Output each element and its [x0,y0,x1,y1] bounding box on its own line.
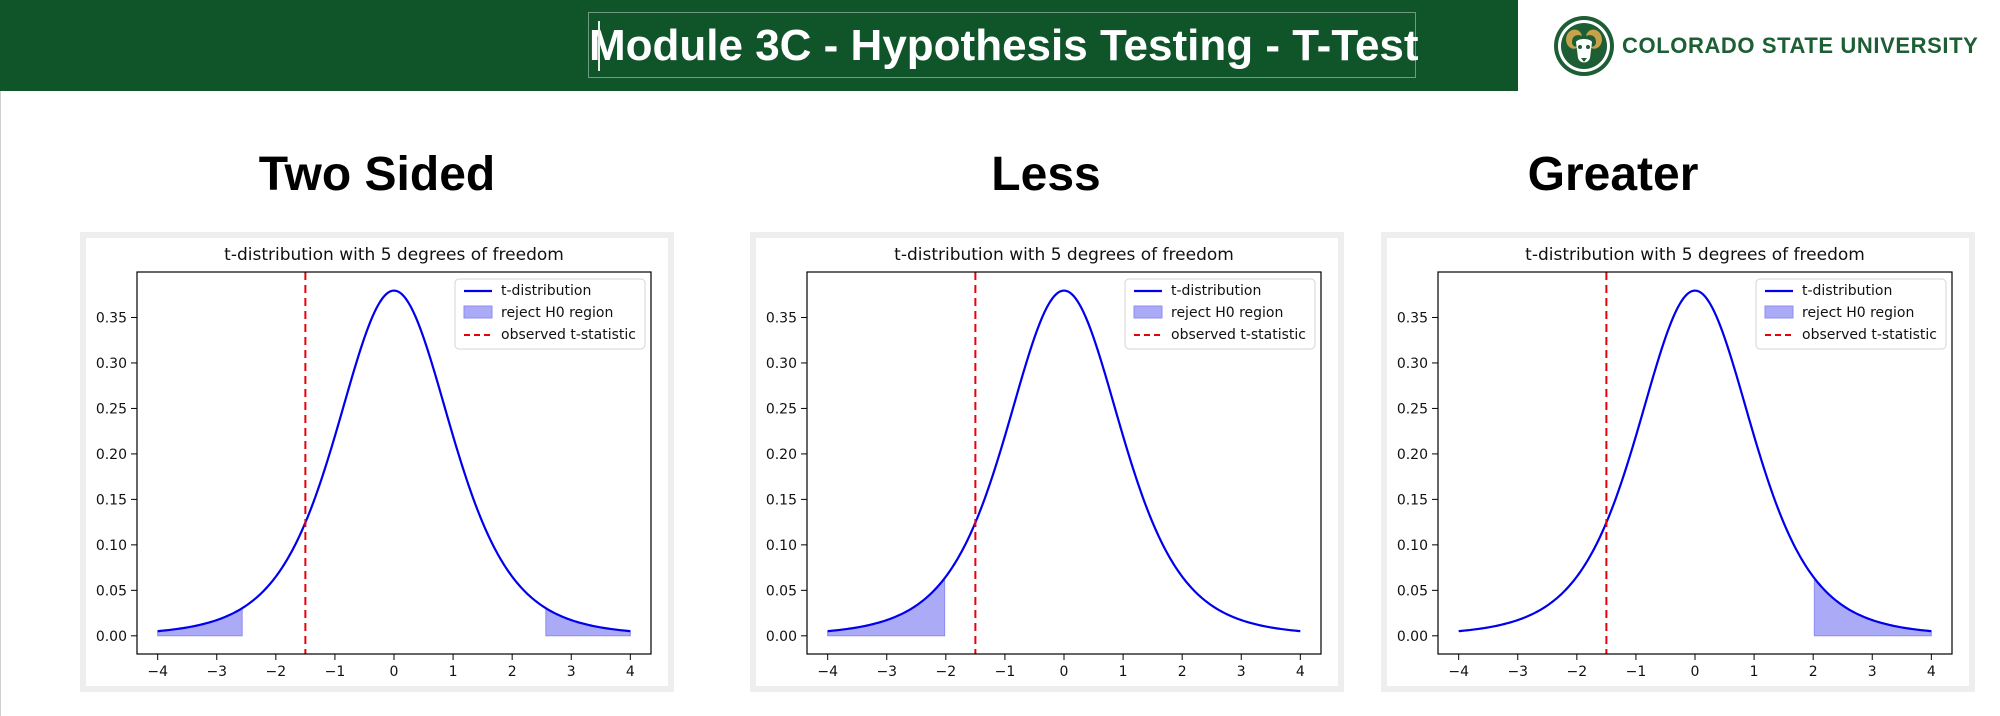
x-tick-label: −2 [266,664,287,680]
x-tick-label: −4 [817,664,838,680]
chart-two-sided: t-distribution with 5 degrees of freedom… [96,245,652,680]
y-tick-label: 0.10 [96,538,127,554]
y-tick-label: 0.20 [96,447,127,463]
x-tick-label: 0 [1691,664,1700,680]
x-tick-label: −1 [995,664,1016,680]
chart-title: t-distribution with 5 degrees of freedom [1525,245,1865,265]
chart-panel-less: t-distribution with 5 degrees of freedom… [750,232,1344,692]
legend-box [1755,278,1947,350]
legend-fill-swatch [1764,305,1794,319]
x-tick-label: −1 [1626,664,1647,680]
legend-fill-swatch [1133,305,1163,319]
y-tick-label: 0.30 [766,356,797,372]
x-tick-label: 2 [508,664,517,680]
y-tick-label: 0.15 [766,492,797,508]
x-tick-label: −2 [1567,664,1588,680]
y-tick-label: 0.10 [766,538,797,554]
x-tick-label: 0 [1060,664,1069,680]
chart-legend: t-distribution reject H0 region observed t… [1124,278,1316,350]
legend-box [1124,278,1316,350]
y-tick-label: 0.25 [766,401,797,417]
t-distribution-curve [1458,289,1932,633]
y-tick-label: 0.05 [96,583,127,599]
legend-label: observed t-statistic [1171,327,1306,343]
x-tick-label: −3 [876,664,897,680]
x-tick-label: 3 [1868,664,1877,680]
y-tick-label: 0.30 [1397,356,1428,372]
y-tick-label: 0.00 [96,629,127,645]
x-tick-label: 1 [449,664,458,680]
x-tick-label: −4 [147,664,168,680]
reject-region-fill [157,607,243,637]
x-tick-label: −4 [1448,664,1469,680]
legend-label: reject H0 region [501,305,613,321]
slide-left-border [0,91,1,716]
chart-panel-greater: t-distribution with 5 degrees of freedom… [1381,232,1975,692]
university-logo: COLORADO STATE UNIVERSITY [1552,14,1982,78]
x-tick-label: 3 [1237,664,1246,680]
y-tick-label: 0.05 [1397,583,1428,599]
heading-greater: Greater [1527,148,1699,201]
slide-header-bar: Module 3C - Hypothesis Testing - T-Test [0,0,1518,91]
chart-legend: t-distribution reject H0 region observed t… [1755,278,1947,350]
legend-fill-swatch [463,305,493,319]
x-tick-label: 3 [567,664,576,680]
t-distribution-curve [157,289,631,633]
slide-title[interactable]: Module 3C - Hypothesis Testing - T-Test [589,21,1419,70]
x-tick-label: −3 [206,664,227,680]
y-tick-label: 0.25 [1397,401,1428,417]
t-distribution-curve [827,289,1301,633]
title-text-box[interactable]: Module 3C - Hypothesis Testing - T-Test [588,12,1419,78]
x-tick-label: 4 [626,664,635,680]
y-tick-label: 0.30 [96,356,127,372]
text-cursor [598,21,600,71]
x-tick-label: −2 [936,664,957,680]
y-tick-label: 0.00 [1397,629,1428,645]
reject-region-fill [545,607,631,637]
chart-title: t-distribution with 5 degrees of freedom [894,245,1234,265]
x-tick-label: 1 [1750,664,1759,680]
legend-label: t-distribution [1802,283,1892,299]
y-tick-label: 0.35 [1397,310,1428,326]
chart-title: t-distribution with 5 degrees of freedom [224,245,564,265]
y-tick-label: 0.10 [1397,538,1428,554]
x-tick-label: 4 [1296,664,1305,680]
y-tick-label: 0.35 [96,310,127,326]
x-tick-label: 0 [390,664,399,680]
legend-label: observed t-statistic [501,327,636,343]
x-tick-label: −3 [1507,664,1528,680]
y-tick-label: 0.25 [96,401,127,417]
y-tick-label: 0.05 [766,583,797,599]
x-tick-label: 4 [1927,664,1936,680]
university-name: COLORADO STATE UNIVERSITY [1622,33,1979,58]
x-tick-label: 1 [1119,664,1128,680]
legend-label: reject H0 region [1802,305,1914,321]
chart-greater: t-distribution with 5 degrees of freedom… [1397,245,1953,680]
y-tick-label: 0.35 [766,310,797,326]
chart-panel-two-sided: t-distribution with 5 degrees of freedom… [80,232,674,692]
x-tick-label: 2 [1178,664,1187,680]
ram-head-icon [1554,16,1614,76]
y-tick-label: 0.00 [766,629,797,645]
y-tick-label: 0.15 [96,492,127,508]
y-tick-label: 0.15 [1397,492,1428,508]
heading-two-sided: Two Sided [258,148,496,201]
x-tick-label: −1 [325,664,346,680]
chart-legend: t-distribution reject H0 region observed t… [454,278,646,350]
legend-label: reject H0 region [1171,305,1283,321]
reject-region-fill [827,576,946,637]
chart-less: t-distribution with 5 degrees of freedom… [766,245,1322,680]
x-tick-label: 2 [1809,664,1818,680]
legend-label: observed t-statistic [1802,327,1937,343]
y-tick-label: 0.20 [1397,447,1428,463]
y-tick-label: 0.20 [766,447,797,463]
reject-region-fill [1813,576,1932,637]
heading-less: Less [991,148,1101,201]
legend-box [454,278,646,350]
legend-label: t-distribution [501,283,591,299]
legend-label: t-distribution [1171,283,1261,299]
